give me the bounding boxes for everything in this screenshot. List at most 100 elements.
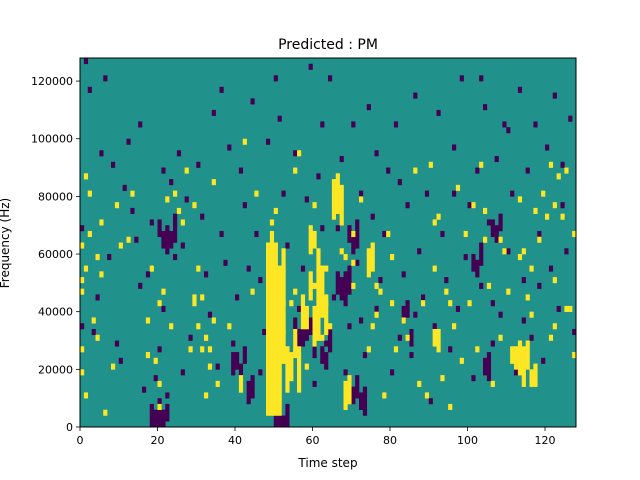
heatmap-cell-high — [393, 346, 399, 353]
heatmap-cell-low — [339, 277, 344, 301]
heatmap-cell-high — [560, 213, 565, 220]
heatmap-cell-low — [436, 109, 441, 116]
heatmap-cell-high — [533, 207, 538, 214]
heatmap-cell-high — [564, 305, 569, 312]
heatmap-cell-high — [432, 219, 437, 226]
heatmap-cell-low — [153, 375, 158, 382]
heatmap-cell-high — [118, 242, 123, 249]
heatmap-cell-low — [498, 213, 503, 232]
heatmap-cell-low — [452, 190, 457, 197]
heatmap-cell-low — [452, 144, 457, 151]
heatmap-cell-high — [145, 352, 151, 359]
heatmap-cell-low — [494, 156, 499, 163]
heatmap-cell-high — [99, 219, 104, 226]
heatmap-cell-low — [281, 190, 286, 197]
heatmap-cell-low — [184, 196, 189, 203]
heatmap-cell-high — [312, 242, 317, 249]
heatmap-cell-high — [390, 254, 395, 261]
heatmap-cell-high — [312, 202, 317, 209]
heatmap-cell-high — [463, 230, 468, 238]
heatmap-cell-low — [277, 115, 282, 122]
heatmap-cell-high — [517, 340, 523, 376]
heatmap-cell-low — [258, 369, 263, 376]
heatmap-cell-low — [362, 352, 368, 359]
heatmap-cell-high — [343, 380, 348, 411]
heatmap-cell-low — [521, 277, 526, 284]
heatmap-cell-low — [134, 236, 139, 243]
heatmap-cell-low — [83, 58, 89, 65]
heatmap-cell-low — [87, 86, 92, 93]
heatmap-cell-low — [378, 277, 383, 284]
heatmap-cell-low — [235, 294, 240, 301]
heatmap-cell-high — [285, 346, 290, 353]
heatmap-cell-high — [80, 369, 85, 376]
heatmap-cell-high — [308, 271, 313, 301]
heatmap-cell-high — [529, 369, 534, 387]
heatmap-cell-low — [316, 173, 321, 180]
heatmap-cell-low — [165, 403, 170, 422]
heatmap-cell-low — [374, 305, 379, 312]
heatmap-cell-high — [293, 167, 298, 174]
heatmap-cell-high — [169, 323, 174, 330]
heatmap-cell-low — [320, 121, 325, 128]
heatmap-cell-high — [80, 242, 85, 249]
heatmap-cell-low — [207, 311, 213, 318]
heatmap-cell-low — [223, 259, 228, 266]
x-tick-label: 0 — [77, 434, 84, 447]
heatmap-cell-low — [157, 219, 162, 238]
heatmap-cell-high — [297, 150, 302, 157]
heatmap-cell-high — [483, 236, 488, 243]
heatmap-cell-high — [486, 282, 492, 289]
heatmap-cell-low — [428, 398, 433, 405]
heatmap-cell-high — [285, 352, 290, 393]
heatmap-cell-high — [308, 225, 313, 255]
heatmap-cell-high — [548, 334, 554, 341]
y-tick-label: 20000 — [38, 363, 73, 376]
heatmap-cell-low — [517, 86, 523, 93]
heatmap-cell-low — [374, 150, 379, 157]
heatmap-cell-low — [180, 242, 185, 249]
heatmap-cell-low — [250, 375, 255, 399]
heatmap-cell-low — [355, 375, 360, 399]
heatmap-cell-high — [436, 328, 441, 353]
heatmap-cell-low — [107, 254, 112, 261]
heatmap-cell-high — [207, 363, 213, 370]
heatmap-cell-low — [424, 190, 430, 197]
heatmap-cell-high — [401, 317, 406, 324]
heatmap-cell-low — [304, 196, 309, 203]
heatmap-cell-low — [180, 369, 185, 376]
heatmap-cell-low — [405, 300, 410, 318]
heatmap-cell-low — [545, 144, 550, 151]
heatmap-cell-high — [80, 277, 85, 284]
heatmap-cell-high — [91, 317, 96, 324]
heatmap-cell-low — [80, 225, 85, 232]
heatmap-cell-low — [490, 219, 495, 238]
heatmap-cell-low — [324, 352, 329, 370]
heatmap-cell-high — [413, 167, 418, 174]
heatmap-cell-low — [161, 167, 166, 174]
heatmap-cell-high — [324, 265, 329, 272]
heatmap-cell-high — [103, 409, 108, 416]
heatmap-cell-high — [455, 184, 461, 191]
plot-frame — [79, 57, 577, 428]
heatmap-cell-low — [347, 225, 352, 243]
heatmap-cell-low — [200, 213, 205, 220]
heatmap-cell-high — [204, 392, 209, 399]
heatmap-cell-low — [490, 300, 495, 307]
heatmap-cell-low — [335, 225, 340, 232]
heatmap-cell-high — [421, 300, 426, 307]
heatmap-cell-high — [506, 288, 511, 295]
heatmap-cell-low — [560, 202, 565, 209]
heatmap-cell-high — [448, 300, 453, 307]
x-axis-label: Time step — [297, 456, 357, 470]
x-tick-label: 80 — [383, 434, 397, 447]
plot-area — [80, 58, 577, 428]
heatmap-cell-low — [409, 352, 414, 359]
heatmap-cell-high — [293, 328, 298, 359]
heatmap-cell-high — [281, 248, 286, 364]
x-tick-label: 100 — [457, 434, 478, 447]
heatmap-cell-high — [502, 248, 507, 255]
heatmap-cell-high — [525, 340, 530, 370]
heatmap-cell-high — [176, 207, 182, 214]
